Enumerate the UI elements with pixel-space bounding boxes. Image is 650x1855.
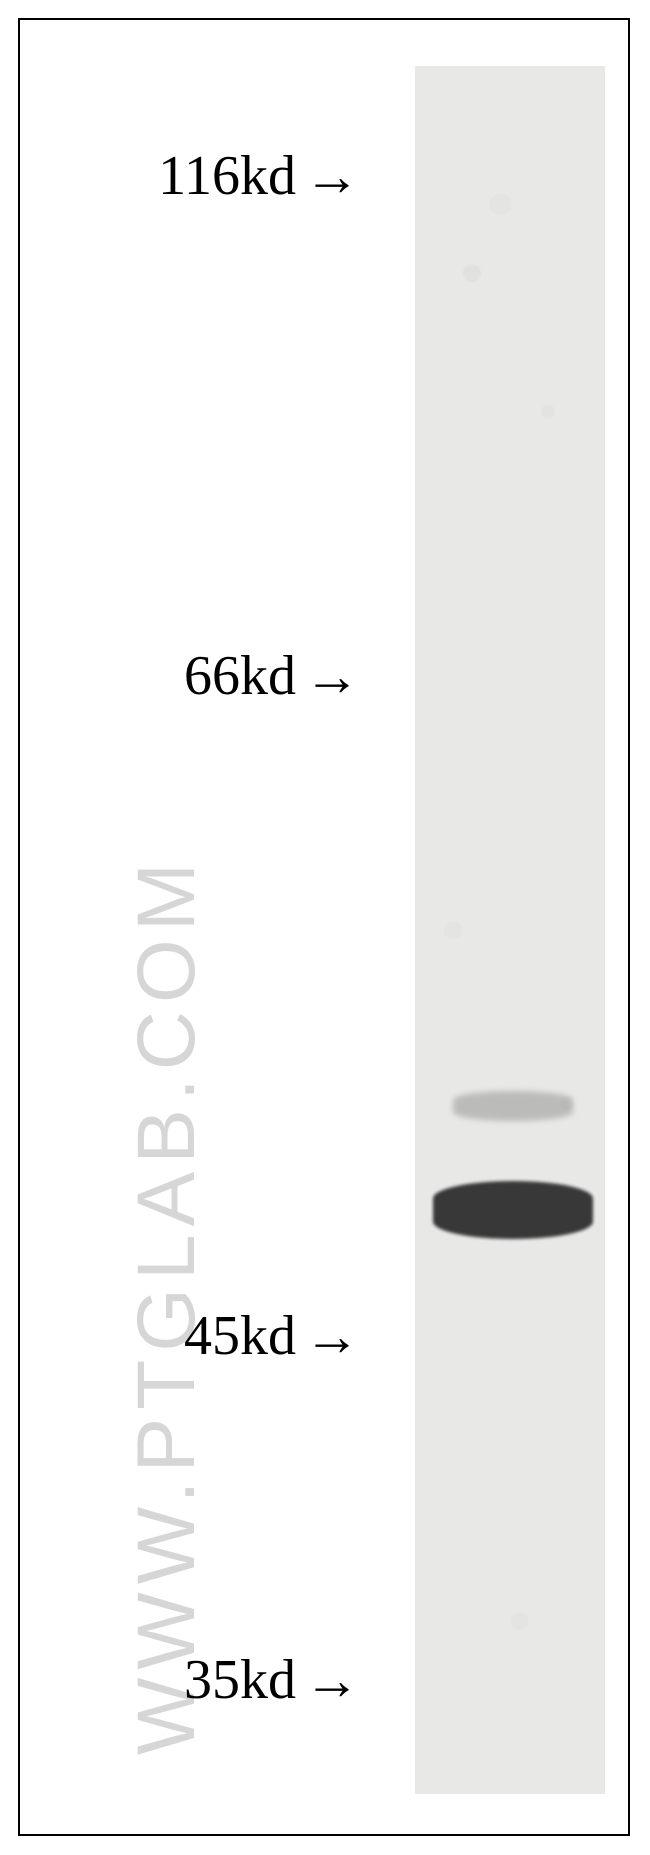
mw-marker-35kd: 35kd→	[184, 1652, 360, 1708]
lane-noise	[415, 66, 605, 1794]
protein-band	[433, 1181, 593, 1239]
mw-marker-66kd: 66kd→	[184, 648, 360, 704]
blot-lane	[415, 66, 605, 1794]
mw-marker-116kd: 116kd→	[158, 148, 360, 204]
mw-marker-label: 35kd	[184, 1652, 296, 1708]
mw-marker-label: 45kd	[184, 1308, 296, 1364]
arrow-right-icon: →	[304, 1308, 360, 1364]
mw-marker-45kd: 45kd→	[184, 1308, 360, 1364]
mw-marker-label: 66kd	[184, 648, 296, 704]
band-faint-upper	[453, 1091, 573, 1121]
arrow-right-icon: →	[304, 1652, 360, 1708]
mw-marker-label: 116kd	[158, 148, 296, 204]
arrow-right-icon: →	[304, 648, 360, 704]
arrow-right-icon: →	[304, 148, 360, 204]
